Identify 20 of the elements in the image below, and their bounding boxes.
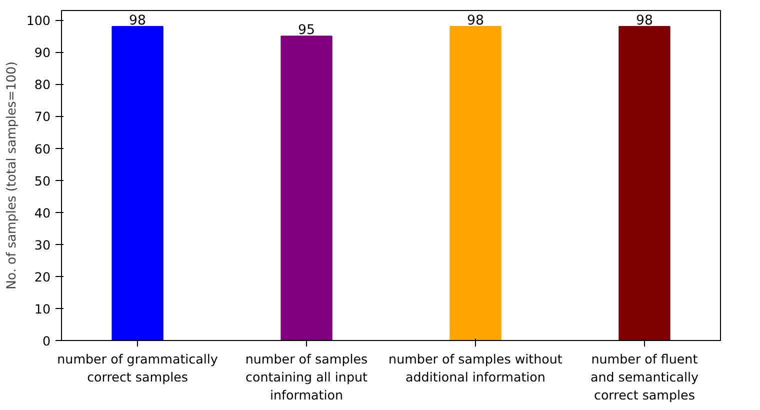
y-tick-label: 30	[34, 237, 51, 252]
y-tick-label: 0	[42, 334, 51, 348]
data-label: 95	[298, 23, 315, 38]
y-tick-label: 100	[26, 13, 51, 28]
y-tick-label: 10	[34, 301, 51, 316]
x-tick-label: number of samples without additional information	[388, 352, 562, 384]
y-axis-title: No. of samples (total samples=100)	[3, 61, 18, 290]
x-tick-label: number of grammatically correct samples	[57, 352, 218, 384]
y-tick-label: 20	[34, 269, 51, 284]
y-tick-label: 50	[34, 173, 51, 188]
x-tick-label: number of samples containing all input information	[245, 352, 368, 402]
data-label: 98	[129, 14, 146, 29]
y-tick-label: 60	[34, 141, 51, 156]
y-tick-label: 70	[34, 109, 51, 124]
x-tick-label: number of fluent and semantically correct samples	[590, 352, 699, 402]
data-label: 98	[467, 14, 484, 29]
data-label: 98	[636, 14, 653, 29]
y-tick-label: 80	[34, 77, 51, 92]
y-tick-label: 40	[34, 205, 51, 220]
y-tick-label: 90	[34, 45, 51, 60]
